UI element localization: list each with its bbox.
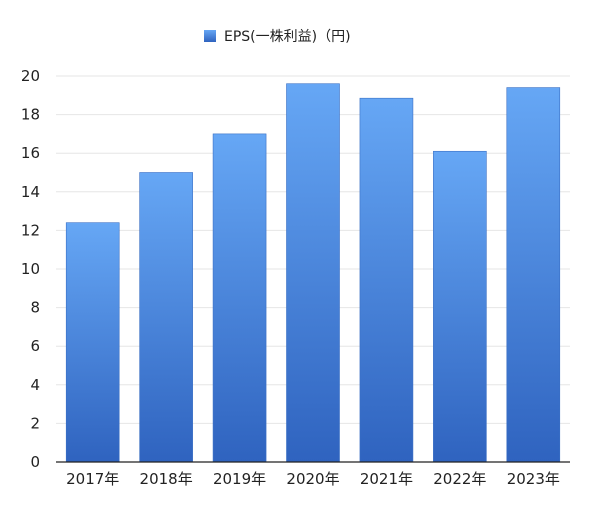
x-tick-label: 2022年: [433, 470, 486, 488]
x-tick-label: 2017年: [66, 470, 119, 488]
legend-label: EPS(一株利益)（円): [224, 29, 351, 45]
legend: EPS(一株利益)（円): [204, 29, 351, 45]
y-tick-label: 8: [30, 299, 40, 317]
y-tick-label: 6: [30, 337, 40, 355]
legend-swatch: [204, 30, 216, 42]
y-tick-label: 0: [30, 453, 40, 471]
y-tick-label: 12: [21, 221, 40, 239]
y-tick-label: 10: [21, 260, 40, 278]
y-tick-label: 18: [21, 106, 40, 124]
x-tick-label: 2023年: [507, 470, 560, 488]
x-tick-label: 2021年: [360, 470, 413, 488]
y-tick-label: 14: [21, 183, 40, 201]
bar: [212, 133, 267, 463]
bar: [506, 87, 561, 463]
y-axis: 0 2 4 6 8 10 12 14 16 18 20: [21, 67, 40, 471]
y-tick-label: 2: [30, 414, 40, 432]
bar: [286, 83, 340, 463]
bars: [65, 83, 561, 463]
x-axis: 2017年 2018年 2019年 2020年 2021年 2022年 2023年: [56, 461, 570, 488]
x-tick-label: 2020年: [286, 470, 339, 488]
bar: [139, 172, 193, 463]
y-tick-label: 16: [21, 144, 40, 162]
x-tick-label: 2018年: [140, 470, 193, 488]
y-tick-label: 20: [21, 67, 40, 85]
x-tick-label: 2019年: [213, 470, 266, 488]
bar: [433, 150, 487, 463]
bar: [359, 97, 414, 463]
bar: [65, 222, 120, 463]
y-tick-label: 4: [30, 376, 40, 394]
